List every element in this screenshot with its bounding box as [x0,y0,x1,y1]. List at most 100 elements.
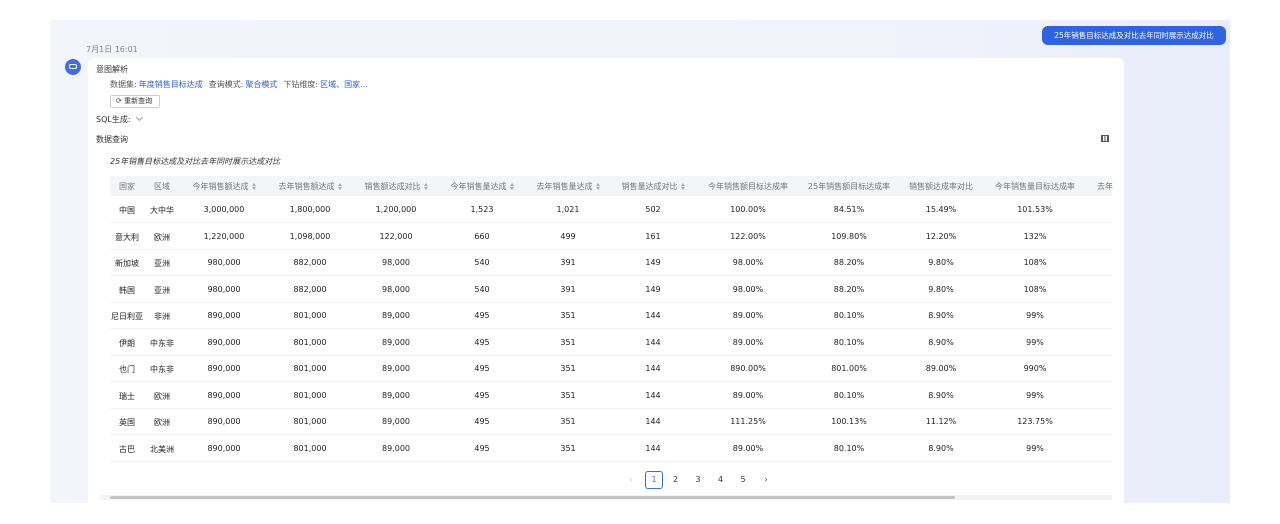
table-cell: 540 [474,284,490,294]
table-cell: 149 [645,258,661,267]
page-number[interactable]: 5 [740,475,746,484]
table-cell: 495 [474,390,490,400]
table-cell: 144 [645,390,661,400]
sql-toggle[interactable]: SQL生成: [96,113,144,125]
header-label: 国家 [119,182,135,191]
table-cell: 亚洲 [154,259,170,268]
header-label: 去年 [1097,182,1113,191]
column-header[interactable]: 去年销售量达成 [520,181,616,192]
table-cell: 144 [645,337,661,347]
next-page[interactable]: › [764,475,768,484]
sort-icon[interactable] [680,183,685,190]
table-cell: 502 [645,205,661,214]
column-header[interactable]: 今年销售额达成 [176,181,272,192]
page-number[interactable]: 4 [717,475,724,484]
page-number[interactable]: 3 [695,475,701,484]
table-cell: 132% [1023,231,1047,241]
row-divider [110,460,1112,462]
header-label: 区域 [154,182,170,191]
scrollbar-thumb[interactable] [110,496,955,499]
table-cell: 391 [560,284,576,294]
table-cell: 882,000 [293,258,327,267]
table-cell: 890.00% [730,364,766,373]
column-header[interactable]: 去年销售额达成 [262,181,358,192]
prev-page[interactable]: ‹ [629,475,633,484]
header-label: 去年销售量达成 [536,182,593,191]
sort-icon[interactable] [423,183,428,190]
table-cell: 8.90% [928,443,954,453]
table-cell: 123.75% [1017,417,1053,426]
table-cell: 亚洲 [154,285,170,295]
header-label: 今年销售额达成 [192,182,249,191]
field-value: 区域、国家... [320,80,368,89]
table-cell: 882,000 [293,284,327,294]
table-cell: 495 [474,443,490,453]
field-label: 下钻维度: [283,80,319,89]
requery-button[interactable]: ⟳ 重新查询 [110,95,160,108]
table-cell: 11.12% [925,417,957,426]
sort-icon[interactable] [595,183,600,190]
column-header[interactable]: 销售额达成对比 [348,181,444,192]
row-divider [110,354,1112,356]
table-cell: 99% [1026,337,1044,347]
sort-icon[interactable] [509,183,514,190]
table-cell: 98,000 [382,258,410,267]
table-cell: 80.10% [833,337,865,347]
table-cell: 8.90% [928,390,954,400]
table-cell: 149 [645,284,661,294]
table-cell: 801,000 [293,443,327,453]
table-cell: 尼日利亚 [111,312,143,321]
table-cell: 122,000 [379,231,413,241]
answer-card [88,58,1124,508]
header-label: 销售量达成对比 [621,182,678,191]
table-cell: 80.10% [833,390,865,400]
table-cell: 英国 [119,418,135,427]
field-label: 数据集: [110,80,137,89]
page-number[interactable]: 2 [672,475,679,484]
table-cell: 1,800,000 [289,205,331,214]
column-header[interactable]: 销售量达成对比 [605,181,701,192]
table-cell: 351 [560,311,576,320]
table-cell: 890,000 [207,311,241,320]
page-number[interactable]: 1 [645,471,663,489]
table-cell: 801,000 [293,390,327,400]
user-bubble [1042,26,1226,45]
table-cell: 也门 [119,365,135,374]
column-header: 销售额达成率对比 [893,181,989,192]
table-cell: 8.90% [928,311,954,320]
column-header: 今年销售量目标达成率 [987,181,1083,192]
table-cell: 古巴 [119,444,135,454]
column-header: 今年销售额目标达成率 [700,181,796,192]
table-cell: 144 [645,417,661,426]
table-cell: 890,000 [207,364,241,373]
header-label: 今年销售量目标达成率 [995,182,1075,191]
table-cell: 89.00% [732,390,764,400]
table-cell: 351 [560,417,576,426]
table-cell: 韩国 [119,285,135,295]
sort-icon[interactable] [337,183,342,190]
requery-label: 重新查询 [124,97,153,105]
field-value: 年度销售目标达成 [138,80,203,89]
table-cell: 890,000 [207,337,241,347]
table-cell: 109.80% [831,231,867,241]
table-title: 25年销售目标达成及对比去年同时展示达成对比 [110,157,281,166]
table-cell: 80.10% [833,311,865,320]
table-cell: 欧洲 [154,391,170,401]
table-cell: 88.20% [833,284,865,294]
table-cell: 15.49% [925,205,957,214]
column-header: 区域 [114,181,210,192]
header-label: 25年销售额目标达成率 [807,182,891,191]
table-cell: 144 [645,443,661,453]
table-cell: 1,523 [470,205,494,214]
intent-title: 意图解析 [96,65,128,74]
table-icon[interactable] [1101,135,1109,142]
table-cell: 495 [474,337,490,347]
table-cell: 499 [560,231,576,241]
column-header[interactable]: 今年销售量达成 [434,181,530,192]
table-cell: 540 [474,258,490,267]
table-cell: 84.51% [833,205,865,214]
table-cell: 980,000 [207,258,241,267]
sort-icon[interactable] [251,183,256,190]
column-header: 25年销售额目标达成率 [801,181,897,192]
